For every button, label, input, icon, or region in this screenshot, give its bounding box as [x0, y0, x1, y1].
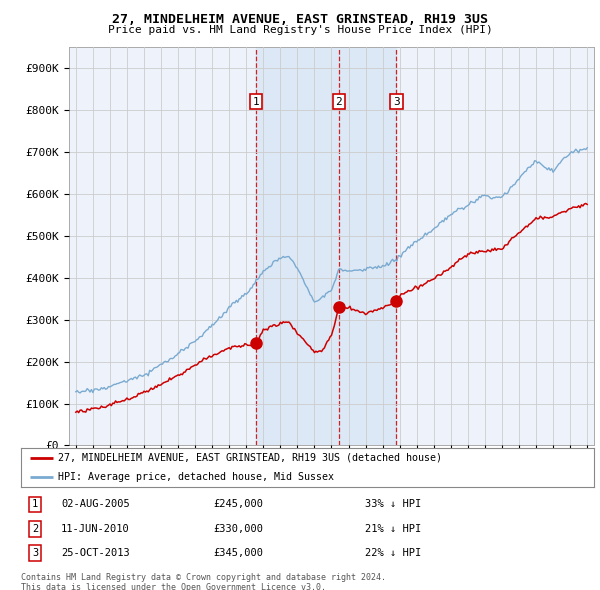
- Text: 25-OCT-2013: 25-OCT-2013: [61, 548, 130, 558]
- Text: 11-JUN-2010: 11-JUN-2010: [61, 524, 130, 533]
- Text: This data is licensed under the Open Government Licence v3.0.: This data is licensed under the Open Gov…: [21, 583, 326, 590]
- Text: 27, MINDELHEIM AVENUE, EAST GRINSTEAD, RH19 3US: 27, MINDELHEIM AVENUE, EAST GRINSTEAD, R…: [112, 13, 488, 26]
- Text: £330,000: £330,000: [214, 524, 264, 533]
- Text: £245,000: £245,000: [214, 500, 264, 510]
- Text: 3: 3: [393, 97, 400, 107]
- Text: HPI: Average price, detached house, Mid Sussex: HPI: Average price, detached house, Mid …: [58, 472, 334, 482]
- Text: 2: 2: [32, 524, 38, 533]
- Text: 22% ↓ HPI: 22% ↓ HPI: [365, 548, 421, 558]
- Text: £345,000: £345,000: [214, 548, 264, 558]
- Text: 33% ↓ HPI: 33% ↓ HPI: [365, 500, 421, 510]
- Bar: [256, 47, 397, 445]
- Text: 02-AUG-2005: 02-AUG-2005: [61, 500, 130, 510]
- Text: 2: 2: [335, 97, 343, 107]
- Text: 21% ↓ HPI: 21% ↓ HPI: [365, 524, 421, 533]
- Text: 27, MINDELHEIM AVENUE, EAST GRINSTEAD, RH19 3US (detached house): 27, MINDELHEIM AVENUE, EAST GRINSTEAD, R…: [58, 453, 442, 463]
- Text: 1: 1: [253, 97, 260, 107]
- Text: Price paid vs. HM Land Registry's House Price Index (HPI): Price paid vs. HM Land Registry's House …: [107, 25, 493, 35]
- Text: Contains HM Land Registry data © Crown copyright and database right 2024.: Contains HM Land Registry data © Crown c…: [21, 573, 386, 582]
- Text: 1: 1: [32, 500, 38, 510]
- Text: 3: 3: [32, 548, 38, 558]
